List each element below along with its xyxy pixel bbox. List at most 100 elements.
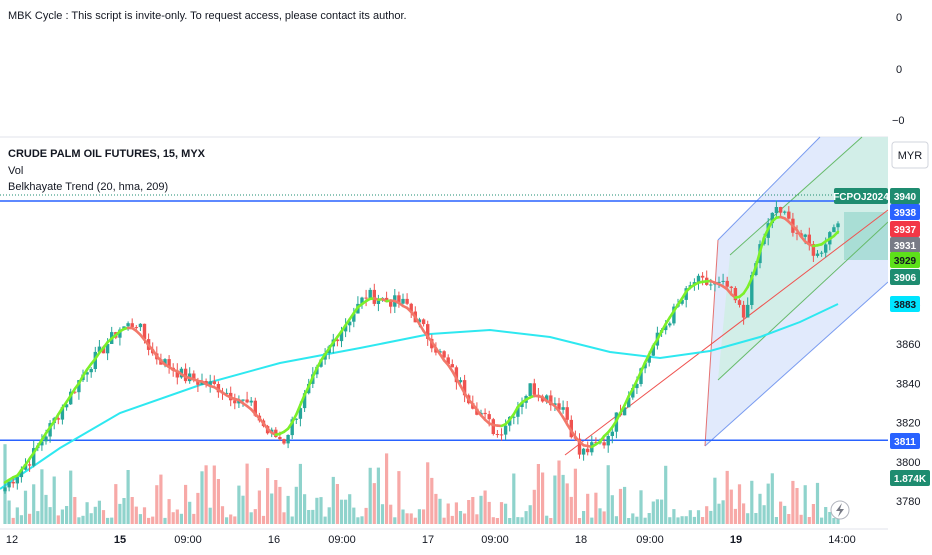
- volume-bar: [767, 484, 770, 524]
- vol-legend[interactable]: Vol: [8, 165, 23, 177]
- candle-body: [250, 401, 253, 403]
- candle-body: [783, 212, 786, 213]
- volume-bar: [159, 475, 162, 524]
- volume-bar: [508, 518, 511, 524]
- candle-body: [533, 383, 536, 394]
- price-tag-label: FCPOJ2024: [833, 192, 889, 203]
- volume-bar: [114, 484, 117, 524]
- price-tick-label: 3840: [896, 378, 920, 390]
- candle-body: [126, 323, 129, 326]
- volume-bar: [594, 493, 597, 524]
- volume-bar: [619, 489, 622, 524]
- price-tick-label: 3780: [896, 496, 920, 508]
- volume-bar: [685, 516, 688, 524]
- volume-bar: [828, 512, 831, 524]
- volume-bar: [348, 494, 351, 524]
- price-tag-label: 3811: [894, 437, 916, 448]
- candle-body: [135, 327, 138, 328]
- candle-body: [586, 449, 589, 453]
- time-tick-label: 14:00: [828, 534, 856, 546]
- volume-bar: [250, 512, 253, 524]
- time-tick-label: 16: [268, 534, 280, 546]
- volume-bar: [118, 504, 121, 524]
- volume-bar: [648, 513, 651, 524]
- lightning-icon[interactable]: [831, 501, 849, 519]
- volume-bars: [3, 444, 839, 524]
- volume-bar: [738, 484, 741, 524]
- candle-body: [504, 426, 507, 435]
- volume-bar: [168, 499, 171, 524]
- volume-bar: [274, 480, 277, 524]
- candle-body: [816, 254, 819, 256]
- volume-bar: [639, 490, 642, 524]
- volume-bar: [467, 500, 470, 524]
- volume-bar: [434, 494, 437, 524]
- volume-bar: [570, 497, 573, 524]
- volume-bar: [57, 515, 60, 524]
- candle-body: [709, 285, 712, 286]
- volume-bar: [717, 504, 720, 524]
- volume-bar: [229, 515, 232, 525]
- candle-body: [286, 435, 289, 443]
- trend-legend[interactable]: Belkhayate Trend (20, hma, 209): [8, 181, 168, 193]
- candle-body: [742, 305, 745, 318]
- volume-bar: [447, 504, 450, 525]
- volume-bar: [541, 473, 544, 525]
- volume-bar: [397, 471, 400, 524]
- time-tick-label: 18: [575, 534, 587, 546]
- volume-bar: [176, 510, 179, 525]
- volume-bar: [102, 510, 105, 524]
- volume-bar: [200, 471, 203, 524]
- volume-bar: [722, 500, 725, 524]
- volume-bar: [557, 461, 560, 525]
- candle-body: [775, 207, 778, 213]
- volume-bar: [475, 514, 478, 524]
- volume-bar: [455, 502, 458, 524]
- volume-bar: [549, 518, 552, 524]
- candle-body: [721, 281, 724, 282]
- volume-bar: [590, 518, 593, 524]
- candle-body: [836, 223, 839, 227]
- symbol-title[interactable]: CRUDE PALM OIL FUTURES, 15, MYX: [8, 148, 206, 160]
- volume-bar: [49, 507, 52, 524]
- price-tag-label: 3938: [894, 208, 917, 219]
- price-tag-label: 3906: [894, 273, 917, 284]
- volume-bar: [800, 515, 803, 524]
- candle-body: [611, 432, 614, 436]
- candle-body: [369, 290, 372, 299]
- volume-bar: [401, 510, 404, 525]
- volume-bar: [98, 501, 101, 524]
- indicator-message: MBK Cycle : This script is invite-only. …: [8, 10, 407, 22]
- volume-bar: [726, 471, 729, 524]
- volume-bar: [377, 468, 380, 524]
- volume-bar: [504, 504, 507, 524]
- volume-bar: [734, 509, 737, 524]
- volume-bar: [484, 491, 487, 525]
- volume-bar: [763, 505, 766, 524]
- volume-bar: [709, 511, 712, 524]
- volume-bar: [131, 497, 134, 524]
- candle-body: [496, 434, 499, 435]
- volume-bar: [635, 517, 638, 524]
- volume-bar: [61, 510, 64, 525]
- volume-bar: [566, 483, 569, 524]
- indicator-scale-bottom: −0: [892, 115, 905, 127]
- currency-button-label[interactable]: MYR: [898, 150, 923, 162]
- legend: CRUDE PALM OIL FUTURES, 15, MYX Vol Belk…: [8, 148, 206, 193]
- volume-bar: [816, 483, 819, 524]
- volume-bar: [122, 498, 125, 524]
- volume-bar: [127, 470, 130, 524]
- candle-body: [16, 477, 19, 483]
- volume-bar: [697, 510, 700, 524]
- volume-bar: [545, 516, 548, 524]
- volume-bar: [246, 464, 249, 524]
- volume-bar: [426, 462, 429, 524]
- candle-body: [213, 381, 216, 384]
- volume-bar: [299, 464, 302, 524]
- volume-bar: [496, 518, 499, 524]
- volume-bar: [196, 493, 199, 524]
- volume-bar: [516, 517, 519, 524]
